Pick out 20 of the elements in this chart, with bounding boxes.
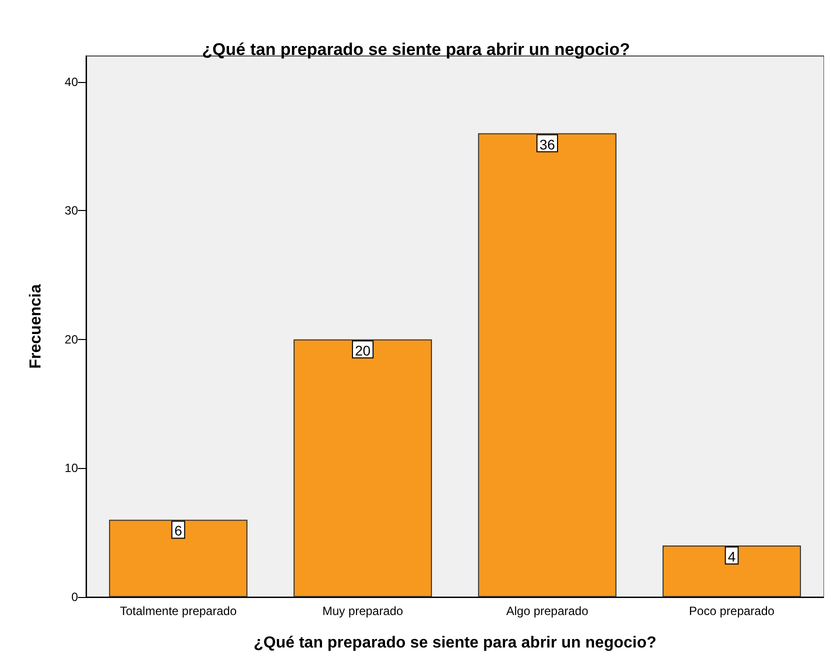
data-label: 20 [354, 342, 371, 358]
x-tick-label: Muy preparado [322, 604, 404, 618]
y-tick-label: 0 [71, 590, 78, 604]
x-axis-title: ¿Qué tan preparado se siente para abrir un negocio? [254, 634, 656, 652]
bar [478, 133, 616, 597]
y-axis-title: Frecuencia [28, 284, 44, 369]
x-tick-label: Algo preparado [506, 604, 589, 618]
y-tick-label: 40 [64, 74, 78, 89]
bar [109, 520, 248, 597]
data-label: 36 [539, 136, 556, 152]
bar [662, 545, 801, 597]
data-label: 6 [174, 522, 182, 539]
x-tick-label: Totalmente preparado [120, 604, 237, 618]
y-tick-label: 30 [64, 204, 78, 218]
y-tick-label: 10 [64, 461, 78, 476]
bar [294, 339, 432, 597]
x-tick-label: Poco preparado [689, 604, 775, 618]
y-tick-label: 20 [64, 332, 78, 346]
chart-title: ¿Qué tan preparado se siente para abrir un negocio? [202, 40, 630, 59]
data-label: 4 [728, 548, 736, 564]
